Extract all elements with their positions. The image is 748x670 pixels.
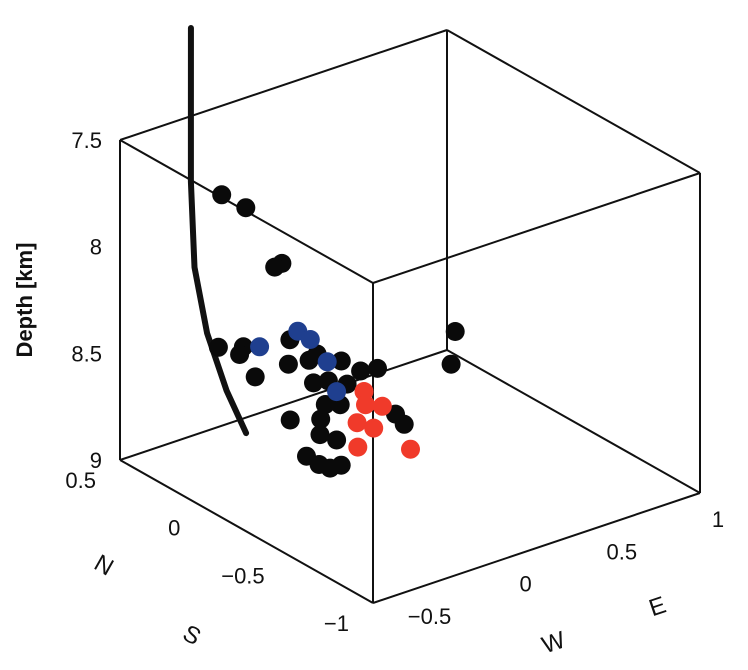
well-trajectory-layer	[187, 25, 250, 437]
hypocenter-point-red	[356, 395, 375, 415]
hypocenter-point-black	[208, 337, 228, 357]
cube-edge	[372, 492, 701, 604]
hypocenter-point-red	[401, 439, 420, 459]
ns-axis-label: N	[89, 549, 117, 581]
hypocenter-point-black	[278, 354, 298, 374]
hypocenter-point-blue	[250, 337, 270, 357]
z-tick-label: 7.5	[71, 128, 102, 153]
hypocenter-point-black	[245, 367, 265, 387]
hypocenter-point-black	[368, 358, 387, 378]
z-axis-label: Depth [km]	[12, 243, 37, 358]
hypocenter-point-blue	[300, 330, 320, 349]
hypocenter-point-black	[331, 351, 351, 371]
ew-axis-label: W	[539, 626, 569, 659]
cube-edge	[446, 349, 701, 494]
z-tick-label: 9	[90, 448, 102, 473]
ns-tick-label: −1	[324, 611, 349, 636]
tick-labels-layer: 7.588.590.50−0.5−1 −0.500.51	[65, 128, 724, 636]
axis-labels-layer: Depth [km] N S W E	[12, 243, 670, 660]
hypocenter-point-black	[327, 430, 347, 450]
z-tick-label: 8.5	[71, 341, 102, 366]
ns-tick-label: 0.5	[65, 468, 96, 493]
hypocenter-point-black	[304, 373, 323, 393]
ns-tick-label: −0.5	[221, 563, 264, 588]
hypocenter-point-black	[394, 414, 414, 434]
hypocenter-point-black	[310, 425, 330, 445]
ew-axis-label: E	[646, 592, 670, 623]
hypocenter-point-black	[315, 395, 335, 414]
hypocenter-point-black	[212, 185, 232, 205]
ns-tick-label: 0	[168, 516, 180, 541]
ew-tick-label: 1	[712, 507, 724, 532]
hypocenter-point-black	[265, 257, 285, 277]
ew-tick-label: −0.5	[408, 604, 451, 629]
hypocenter-point-black	[236, 198, 256, 218]
cube-frame	[119, 29, 701, 604]
hypocenter-point-black	[320, 458, 340, 478]
cube-edge	[119, 29, 448, 141]
hypocenter-point-blue	[327, 382, 347, 402]
ns-axis-label: S	[178, 620, 205, 651]
ew-tick-label: 0.5	[607, 539, 638, 564]
hypocenter-point-black	[445, 322, 465, 341]
ew-tick-label: 0	[520, 572, 532, 597]
hypocenter-point-red	[347, 413, 367, 433]
hypocenter-point-red	[372, 396, 392, 416]
cube-edge	[119, 459, 374, 604]
cube-edge	[119, 349, 448, 461]
cube-edge	[446, 29, 701, 174]
hypocenter-point-black	[280, 410, 300, 430]
z-tick-label: 8	[90, 235, 102, 260]
hypocenter-point-black	[441, 354, 461, 374]
hypocenter-point-black	[311, 409, 331, 429]
well-trajectory-line	[187, 25, 250, 437]
cube-edge	[372, 172, 701, 284]
hypocenter-point-black	[351, 361, 371, 381]
hypocenter-point-blue	[317, 352, 337, 372]
hypocenter-point-red	[348, 437, 368, 457]
hypocenter-point-red	[364, 418, 384, 438]
hypocenter-points-layer	[208, 185, 465, 478]
hypocenter-point-black	[230, 345, 250, 364]
